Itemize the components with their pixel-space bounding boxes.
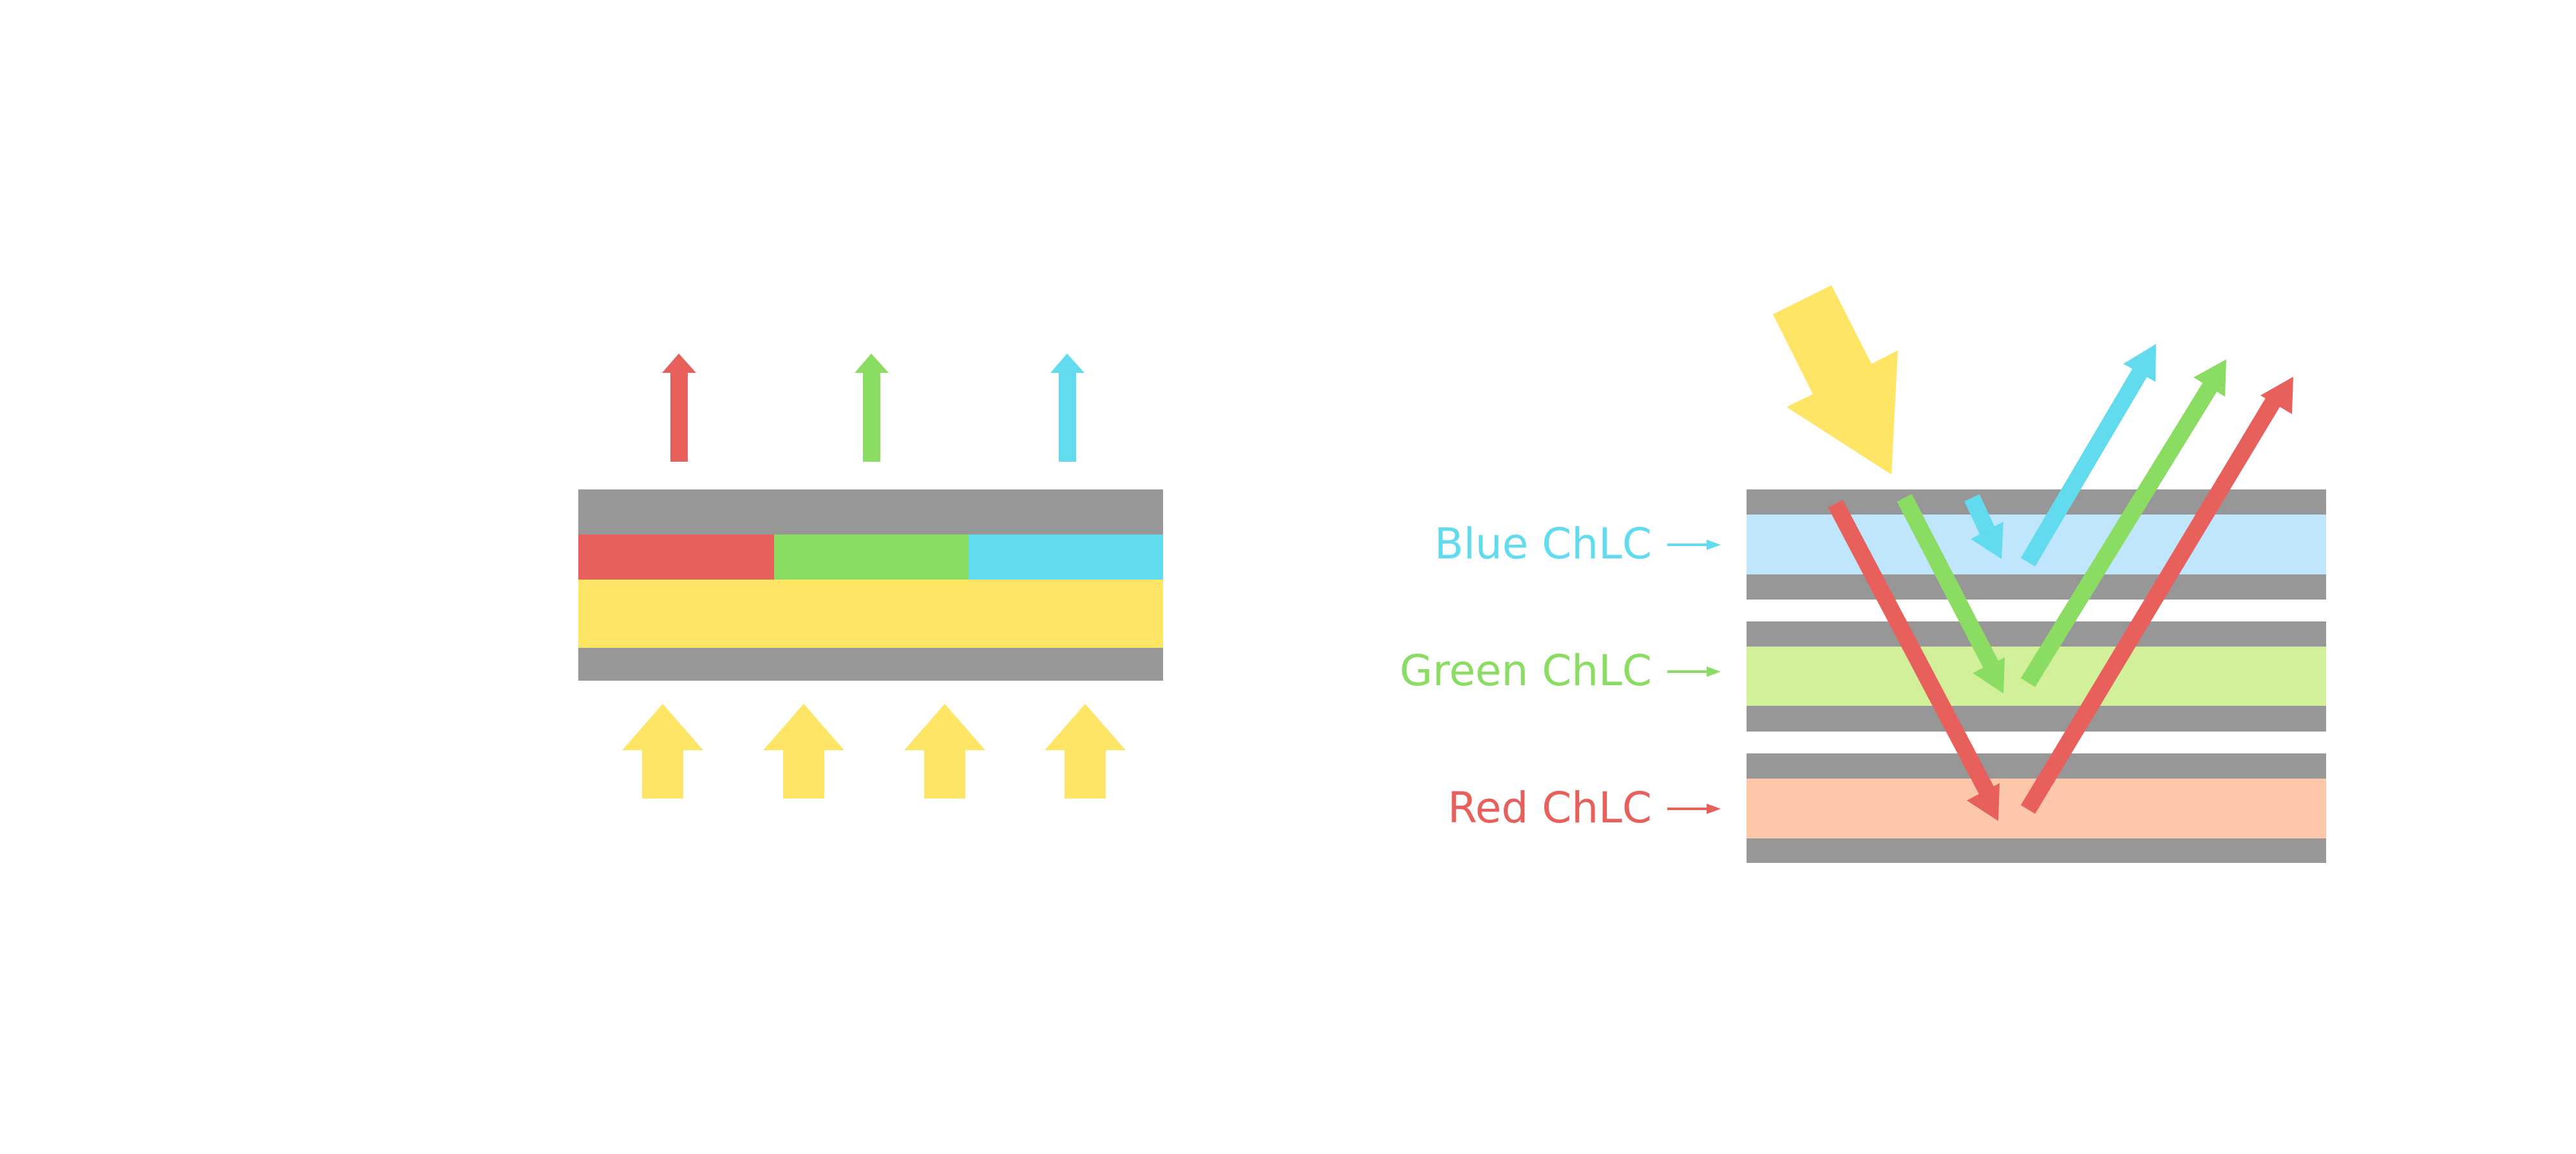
incident-light-arrow-icon xyxy=(1773,285,1898,475)
green-filter xyxy=(774,534,969,580)
green-down-arrow-icon xyxy=(1897,494,2005,694)
red-top-gray xyxy=(1747,753,2326,779)
red-up-arrow-icon xyxy=(662,354,696,462)
green-chlc-label: Green ChLC xyxy=(1399,646,1652,695)
label-blue-chlc: Blue ChLC xyxy=(1434,519,1721,569)
right-diagram: Blue ChLC Green ChLC Red ChLC xyxy=(1399,285,2326,863)
green-bottom-gray xyxy=(1747,706,2326,732)
pointer-arrow-icon xyxy=(1707,804,1721,814)
blue-filter xyxy=(969,534,1163,580)
pointer-arrow-icon xyxy=(1707,540,1721,550)
label-red-chlc: Red ChLC xyxy=(1448,783,1721,833)
yellow-up-arrow-icon xyxy=(1045,704,1126,799)
blue-down-arrow-icon xyxy=(1964,494,2003,559)
yellow-up-arrow-icon xyxy=(904,704,985,799)
blue-bottom-gray xyxy=(1747,574,2326,600)
bottom-gray-layer xyxy=(578,648,1163,681)
yellow-up-arrow-icon xyxy=(763,704,844,799)
green-up-arrow-icon xyxy=(855,354,889,462)
yellow-up-arrow-icon xyxy=(622,704,703,799)
blue-chlc-label: Blue ChLC xyxy=(1434,519,1652,569)
red-up-arrow-icon xyxy=(2020,377,2293,814)
yellow-layer xyxy=(578,580,1163,648)
red-down-arrow-icon xyxy=(1828,499,2000,821)
blue-up-arrow-icon xyxy=(1050,354,1084,462)
left-diagram xyxy=(578,354,1163,799)
red-bottom-gray xyxy=(1747,838,2326,863)
pointer-arrow-icon xyxy=(1707,667,1721,677)
red-filter xyxy=(578,534,774,580)
green-top-gray xyxy=(1747,621,2326,647)
label-green-chlc: Green ChLC xyxy=(1399,646,1721,695)
top-gray-layer xyxy=(578,489,1163,534)
blue-up-arrow-icon xyxy=(2020,344,2156,567)
incoming-light-arrows xyxy=(622,704,1126,799)
green-up-arrow-icon xyxy=(2020,359,2226,687)
red-chlc-label: Red ChLC xyxy=(1448,783,1652,833)
